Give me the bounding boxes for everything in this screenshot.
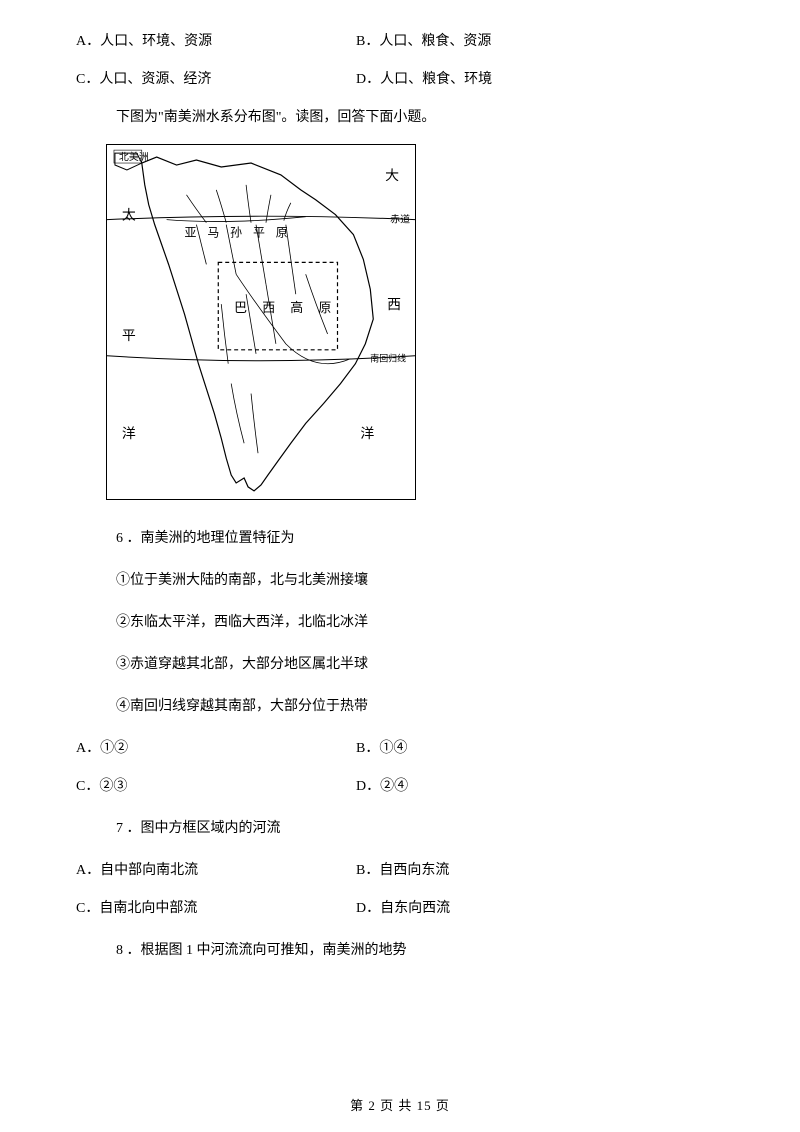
option-text: ②④ <box>380 779 408 794</box>
page-footer: 第 2 页 共 15 页 <box>0 1095 800 1114</box>
q7-option-row-2: C．自南北向中部流 D．自东向西流 <box>76 897 724 917</box>
svg-text:洋: 洋 <box>360 426 374 442</box>
svg-text:洋: 洋 <box>122 426 136 442</box>
q6-option-c: C．②③ <box>76 775 356 795</box>
q7-option-a: A．自中部向南北流 <box>76 859 356 879</box>
option-text: ②③ <box>99 779 127 794</box>
svg-text:北美洲: 北美洲 <box>119 150 149 163</box>
option-text: 人口、环境、资源 <box>100 34 212 49</box>
option-text: 人口、粮食、环境 <box>380 72 492 87</box>
q6-statement-4: ④南回归线穿越其南部，大部分位于热带 <box>116 695 724 715</box>
q6-statement-3: ③赤道穿越其北部，大部分地区属北半球 <box>116 653 724 673</box>
option-label: A． <box>76 34 100 49</box>
option-label: A． <box>76 863 100 878</box>
q7-option-c: C．自南北向中部流 <box>76 897 356 917</box>
q5-option-d: D．人口、粮食、环境 <box>356 68 724 88</box>
q5-option-row-1: A．人口、环境、资源 B．人口、粮食、资源 <box>76 30 724 50</box>
q6-option-row-2: C．②③ D．②④ <box>76 775 724 795</box>
svg-text:巴 西 高 原: 巴 西 高 原 <box>234 300 337 315</box>
option-text: ①② <box>100 741 128 756</box>
option-label: D． <box>356 779 380 794</box>
svg-text:太: 太 <box>122 208 136 224</box>
q6-statement-1: ①位于美洲大陆的南部，北与北美洲接壤 <box>116 569 724 589</box>
option-label: D． <box>356 72 380 87</box>
option-text: 自中部向南北流 <box>100 863 198 878</box>
svg-text:南回归线: 南回归线 <box>370 353 406 364</box>
option-text: 自西向东流 <box>379 863 449 878</box>
question-number: 7 ． <box>116 821 141 836</box>
q5-option-a: A．人口、环境、资源 <box>76 30 356 50</box>
question-number: 6 ． <box>116 531 141 546</box>
q7-option-d: D．自东向西流 <box>356 897 724 917</box>
svg-text:西: 西 <box>387 298 401 313</box>
question-title: 图中方框区域内的河流 <box>141 821 281 836</box>
question-title: 根据图 1 中河流流向可推知，南美洲的地势 <box>141 943 407 958</box>
q6-option-d: D．②④ <box>356 775 724 795</box>
svg-text:赤道: 赤道 <box>390 213 410 226</box>
q6-title: 6 ．南美洲的地理位置特征为 <box>116 527 724 547</box>
q5-option-row-2: C．人口、资源、经济 D．人口、粮食、环境 <box>76 68 724 88</box>
option-label: D． <box>356 901 380 916</box>
svg-text:平: 平 <box>122 329 136 344</box>
option-label: A． <box>76 741 100 756</box>
map-intro: 下图为"南美洲水系分布图"。读图，回答下面小题。 <box>116 106 724 126</box>
q6-statement-2: ②东临太平洋，西临大西洋，北临北冰洋 <box>116 611 724 631</box>
option-label: C． <box>76 72 99 87</box>
option-label: C． <box>76 779 99 794</box>
q7-title: 7 ．图中方框区域内的河流 <box>116 817 724 837</box>
q6-option-b: B．①④ <box>356 737 724 757</box>
south-america-map: 北美洲 大 太 亚 马 孙 平 原 赤道 巴 西 高 原 西 平 南回归线 洋 … <box>106 144 724 505</box>
question-title: 南美洲的地理位置特征为 <box>141 531 295 546</box>
q6-option-a: A．①② <box>76 737 356 757</box>
option-label: C． <box>76 901 99 916</box>
q5-option-c: C．人口、资源、经济 <box>76 68 356 88</box>
option-label: B． <box>356 34 379 49</box>
q5-option-b: B．人口、粮食、资源 <box>356 30 724 50</box>
option-text: 自东向西流 <box>380 901 450 916</box>
q6-option-row-1: A．①② B．①④ <box>76 737 724 757</box>
option-label: B． <box>356 741 379 756</box>
option-text: ①④ <box>379 741 407 756</box>
q7-option-b: B．自西向东流 <box>356 859 724 879</box>
question-number: 8 ． <box>116 943 141 958</box>
q8-title: 8 ．根据图 1 中河流流向可推知，南美洲的地势 <box>116 939 724 959</box>
svg-text:大: 大 <box>385 168 399 184</box>
option-label: B． <box>356 863 379 878</box>
svg-text:亚 马 孙 平 原: 亚 马 孙 平 原 <box>184 226 291 240</box>
q7-option-row-1: A．自中部向南北流 B．自西向东流 <box>76 859 724 879</box>
option-text: 人口、粮食、资源 <box>379 34 491 49</box>
option-text: 自南北向中部流 <box>99 901 197 916</box>
option-text: 人口、资源、经济 <box>99 72 211 87</box>
